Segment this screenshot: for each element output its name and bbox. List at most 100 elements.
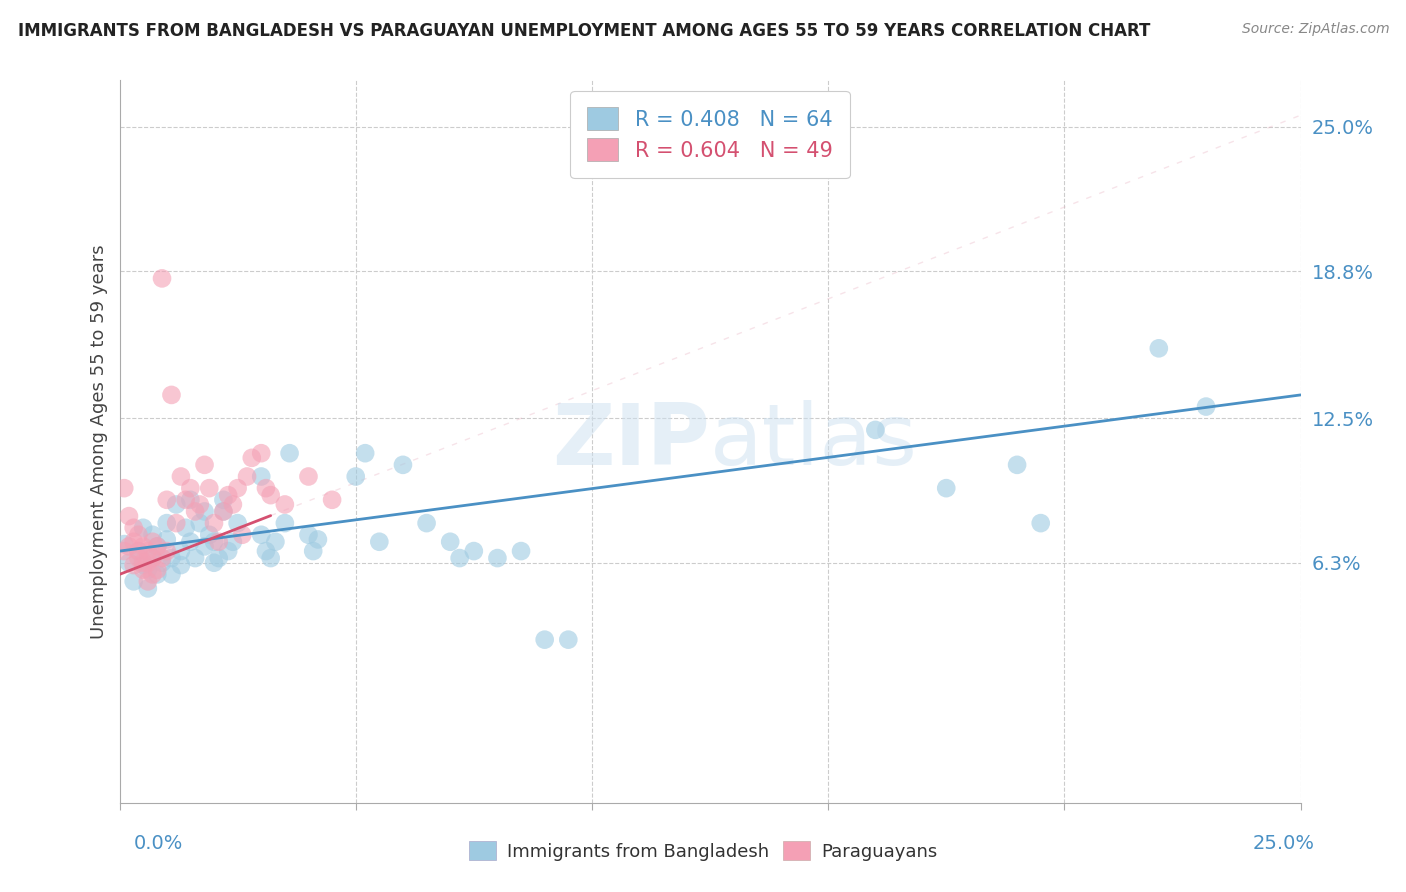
Point (260, 551, 283, 566)
Point (142, 528, 165, 542)
Point (254, 481, 277, 495)
Point (142, 567, 165, 582)
Point (174, 492, 197, 507)
Point (354, 446, 377, 460)
Text: 0.0%: 0.0% (134, 834, 183, 853)
Point (146, 540, 169, 554)
Point (231, 528, 253, 542)
Point (415, 516, 437, 530)
Point (165, 516, 187, 530)
Point (217, 488, 239, 502)
Point (208, 534, 231, 549)
Point (202, 556, 225, 570)
Point (184, 504, 207, 518)
Point (208, 551, 231, 566)
Point (156, 492, 179, 507)
Point (368, 534, 391, 549)
Point (150, 271, 173, 285)
Point (132, 558, 155, 572)
Point (260, 488, 283, 502)
Point (170, 469, 193, 483)
Point (112, 544, 135, 558)
Point (297, 528, 319, 542)
Point (226, 516, 249, 530)
Point (142, 551, 165, 566)
Point (250, 528, 273, 542)
Point (136, 563, 159, 577)
Text: atlas: atlas (710, 400, 918, 483)
Point (118, 556, 141, 570)
Point (533, 632, 555, 647)
Point (146, 567, 169, 582)
Point (156, 544, 179, 558)
Point (1195, 400, 1218, 414)
Point (122, 534, 145, 549)
Point (160, 388, 183, 402)
Point (142, 534, 165, 549)
Point (212, 492, 235, 507)
Point (1147, 341, 1170, 355)
Point (510, 544, 533, 558)
Point (132, 563, 155, 577)
Point (118, 540, 141, 554)
Point (212, 504, 235, 518)
Point (127, 544, 149, 558)
Point (1029, 516, 1052, 530)
Point (122, 521, 145, 535)
Point (136, 582, 159, 596)
Text: ZIP: ZIP (553, 400, 710, 483)
Point (179, 534, 201, 549)
Point (236, 469, 259, 483)
Point (865, 423, 887, 437)
Point (165, 498, 187, 512)
Point (392, 458, 415, 472)
Point (160, 567, 183, 582)
Point (321, 492, 343, 507)
Point (212, 504, 235, 518)
Point (170, 558, 193, 572)
Point (136, 556, 159, 570)
Point (439, 534, 461, 549)
Point (217, 544, 239, 558)
Text: IMMIGRANTS FROM BANGLADESH VS PARAGUAYAN UNEMPLOYMENT AMONG AGES 55 TO 59 YEARS : IMMIGRANTS FROM BANGLADESH VS PARAGUAYAN… (18, 22, 1150, 40)
Point (297, 469, 319, 483)
Point (193, 540, 215, 554)
Point (122, 574, 145, 589)
Point (132, 556, 155, 570)
Point (193, 458, 215, 472)
Point (240, 450, 263, 465)
Point (112, 537, 135, 551)
Point (142, 551, 165, 566)
Point (122, 558, 145, 572)
Point (274, 516, 297, 530)
Point (557, 632, 579, 647)
Point (254, 544, 277, 558)
Point (250, 469, 273, 483)
Point (198, 528, 221, 542)
Point (127, 551, 149, 566)
Point (935, 481, 957, 495)
Point (184, 551, 207, 566)
Point (1005, 458, 1028, 472)
Point (198, 481, 221, 495)
Point (278, 446, 301, 460)
Point (202, 534, 225, 549)
Point (188, 498, 211, 512)
Point (150, 551, 173, 566)
Text: Source: ZipAtlas.com: Source: ZipAtlas.com (1241, 22, 1389, 37)
Point (170, 544, 193, 558)
Point (112, 481, 135, 495)
Point (136, 574, 159, 589)
Point (463, 544, 485, 558)
Point (146, 540, 169, 554)
Point (179, 481, 201, 495)
Point (193, 504, 215, 518)
Point (222, 498, 245, 512)
Text: 25.0%: 25.0% (1253, 834, 1315, 853)
Point (127, 528, 149, 542)
Point (222, 534, 245, 549)
Point (136, 544, 159, 558)
Point (156, 533, 179, 547)
Point (302, 544, 325, 558)
Point (449, 551, 471, 566)
